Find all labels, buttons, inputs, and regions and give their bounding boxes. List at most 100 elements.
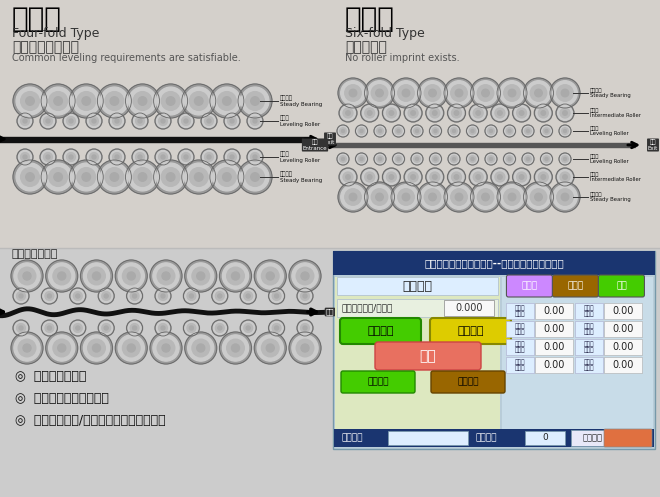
Circle shape (469, 156, 476, 163)
Circle shape (18, 151, 32, 164)
Circle shape (161, 294, 165, 298)
Circle shape (393, 125, 405, 137)
Text: 反转启动: 反转启动 (457, 326, 484, 336)
Circle shape (161, 155, 165, 159)
Circle shape (525, 156, 531, 163)
Circle shape (156, 289, 170, 303)
Bar (444, 300, 494, 316)
Circle shape (519, 111, 524, 115)
Circle shape (517, 172, 527, 182)
Circle shape (42, 320, 57, 336)
Circle shape (420, 185, 445, 209)
Circle shape (343, 172, 353, 182)
Circle shape (226, 339, 244, 357)
Circle shape (384, 169, 399, 184)
Circle shape (296, 339, 314, 357)
Circle shape (557, 85, 574, 101)
Bar (506, 357, 535, 373)
Text: 编号列表: 编号列表 (583, 433, 603, 442)
Circle shape (406, 106, 420, 120)
Circle shape (251, 173, 259, 181)
FancyBboxPatch shape (599, 275, 644, 297)
Circle shape (526, 81, 551, 105)
Circle shape (485, 125, 497, 137)
Circle shape (251, 153, 259, 162)
Circle shape (542, 126, 551, 136)
Circle shape (447, 185, 471, 209)
FancyBboxPatch shape (430, 318, 511, 344)
Circle shape (491, 104, 509, 122)
Circle shape (98, 288, 114, 304)
Circle shape (505, 154, 514, 164)
Circle shape (220, 332, 251, 364)
Circle shape (238, 84, 272, 118)
Circle shape (110, 173, 119, 181)
Circle shape (19, 294, 23, 298)
Circle shape (412, 126, 422, 136)
Circle shape (69, 160, 103, 194)
Circle shape (185, 87, 213, 115)
Bar (333, 251, 655, 275)
Circle shape (133, 91, 152, 110)
Circle shape (82, 97, 90, 105)
Circle shape (382, 168, 401, 186)
Circle shape (430, 172, 440, 182)
Circle shape (77, 167, 96, 186)
Circle shape (504, 85, 520, 101)
Circle shape (444, 78, 474, 108)
Circle shape (213, 163, 241, 191)
Circle shape (455, 89, 463, 97)
Circle shape (207, 155, 211, 159)
Circle shape (495, 108, 505, 118)
Circle shape (11, 260, 43, 292)
Circle shape (560, 154, 570, 164)
Circle shape (156, 322, 170, 334)
Circle shape (416, 158, 418, 161)
Circle shape (23, 344, 31, 352)
Circle shape (303, 294, 307, 298)
Circle shape (556, 168, 574, 186)
Circle shape (127, 320, 143, 336)
Circle shape (495, 172, 505, 182)
Circle shape (182, 84, 216, 118)
Bar (0, 249, 660, 497)
Circle shape (20, 153, 30, 162)
Circle shape (180, 114, 193, 128)
Circle shape (563, 111, 567, 115)
Circle shape (213, 87, 241, 115)
Bar (502, 277, 653, 429)
Circle shape (129, 163, 156, 191)
Circle shape (133, 167, 152, 186)
Circle shape (212, 320, 228, 336)
Circle shape (218, 91, 236, 110)
Circle shape (102, 292, 111, 300)
Circle shape (224, 149, 240, 165)
Circle shape (76, 326, 80, 330)
Circle shape (132, 113, 148, 129)
Circle shape (185, 332, 216, 364)
Circle shape (482, 89, 489, 97)
Circle shape (467, 153, 478, 165)
Circle shape (192, 267, 210, 285)
Circle shape (488, 156, 494, 163)
FancyBboxPatch shape (506, 275, 552, 297)
Circle shape (155, 149, 171, 165)
Circle shape (127, 272, 135, 280)
Circle shape (44, 163, 72, 191)
Circle shape (561, 89, 569, 97)
Circle shape (541, 175, 546, 179)
Circle shape (138, 155, 142, 159)
Circle shape (16, 87, 44, 115)
Text: 支撑轴承
Steady Bearing: 支撑轴承 Steady Bearing (590, 87, 631, 98)
Circle shape (270, 289, 283, 303)
Circle shape (498, 175, 502, 179)
Circle shape (158, 324, 168, 332)
Circle shape (98, 320, 114, 336)
Circle shape (40, 113, 56, 129)
Text: Common leveling requirements are satisfiable.: Common leveling requirements are satisfi… (12, 53, 241, 63)
Circle shape (128, 289, 141, 303)
Circle shape (88, 267, 106, 285)
Circle shape (251, 117, 259, 125)
Circle shape (43, 289, 56, 303)
Circle shape (123, 339, 140, 357)
